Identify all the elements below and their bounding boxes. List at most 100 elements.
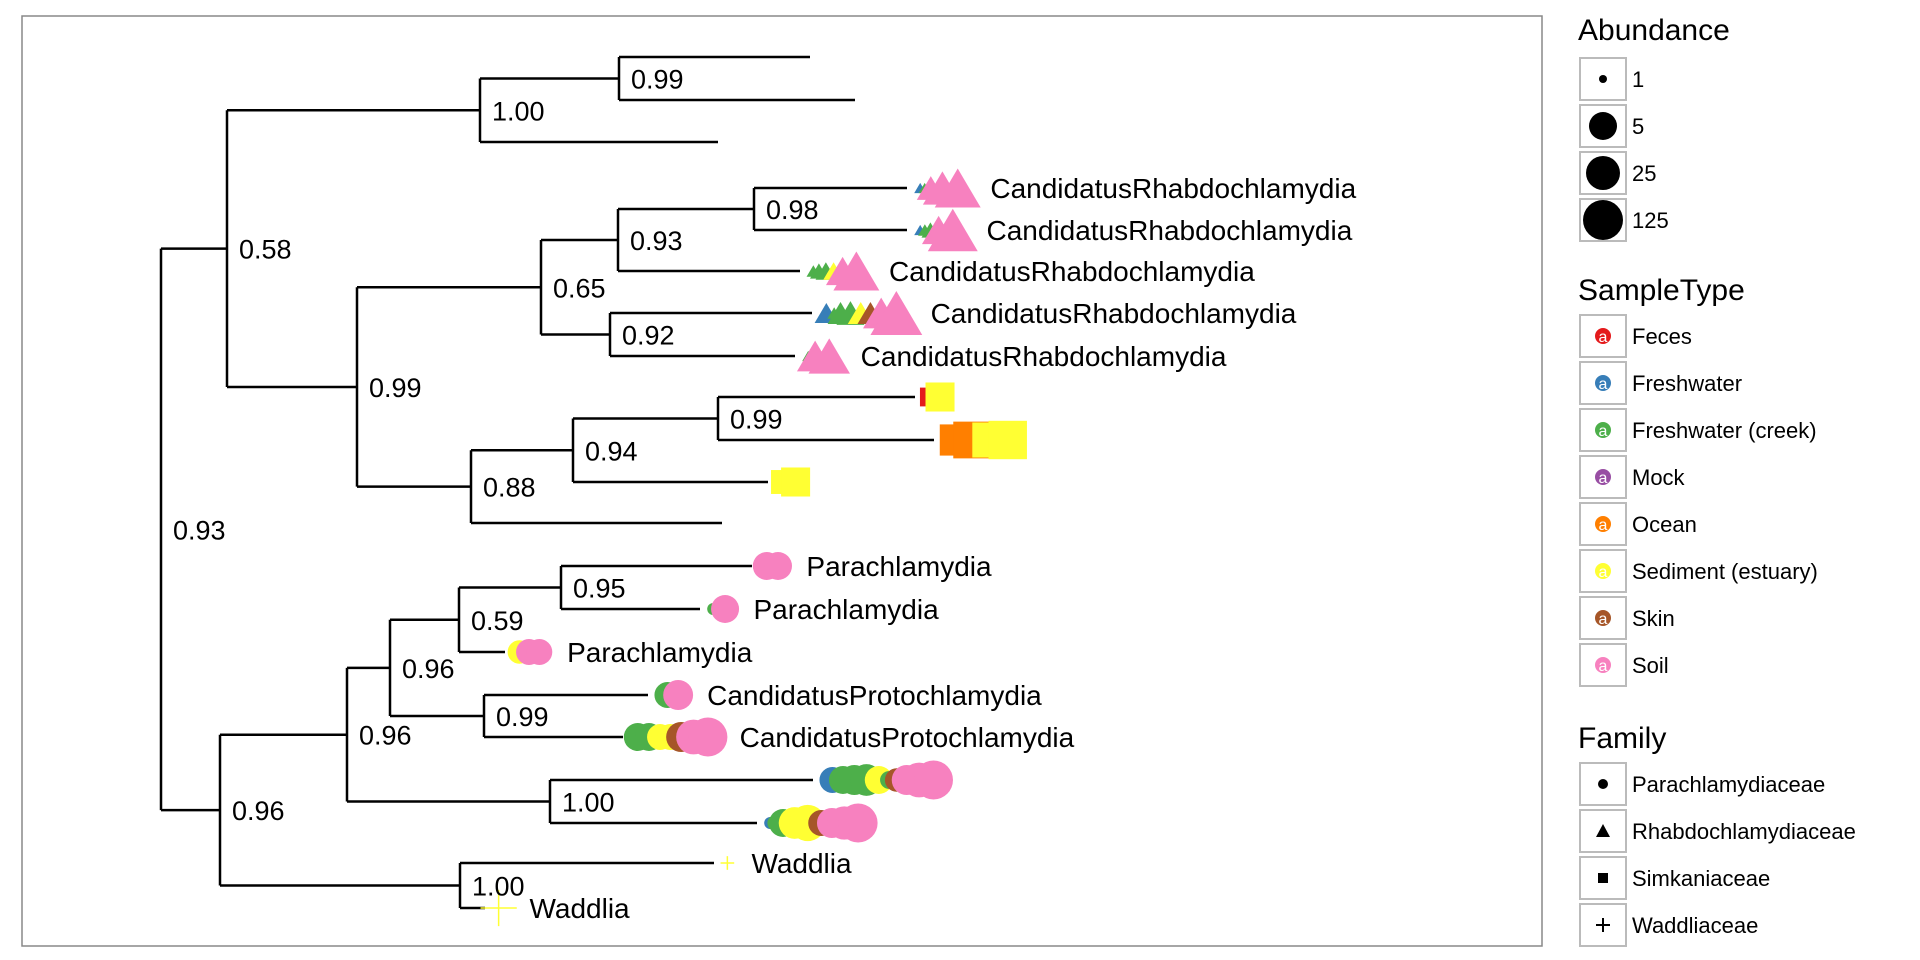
legend-sampletype-swatch (1595, 375, 1611, 391)
tip-label: Waddlia (530, 893, 631, 924)
legend-key-box (1579, 856, 1627, 900)
legend-family-circle (1598, 779, 1608, 789)
abundance-point-triangle (927, 208, 978, 252)
legend-sampletype-swatch (1595, 516, 1611, 532)
abundance-point-triangle (808, 338, 850, 374)
abundance-point-triangle (934, 168, 981, 208)
legend-family-label: Rhabdochlamydiaceae (1632, 819, 1856, 844)
legend-abundance-keys: 1 5 25 125 (1579, 57, 1669, 242)
abundance-point-square (781, 467, 811, 497)
legend-abundance-label: 5 (1632, 114, 1644, 139)
plot-panel-border (21, 15, 1543, 947)
legend-sampletype-label: Ocean (1632, 512, 1697, 537)
tip-label: CandidatusRhabdochlamydia (931, 298, 1297, 329)
abundance-point-triangle (833, 251, 880, 291)
legend-family-square (1598, 873, 1608, 883)
support-value: 0.94 (585, 436, 638, 466)
tip-label: Parachlamydia (753, 594, 939, 625)
abundance-point-circle (526, 639, 553, 665)
support-value: 0.99 (369, 373, 422, 403)
legend-sampletype-glyph: a (1599, 564, 1608, 581)
legend-sampletype-swatch (1595, 469, 1611, 485)
abundance-point-circle (663, 680, 694, 710)
legend-title-abundance: Abundance (1578, 14, 1730, 47)
tip-label: Parachlamydia (567, 637, 753, 668)
support-value: 0.92 (622, 321, 675, 351)
legend-sampletype-glyph: a (1599, 423, 1608, 440)
legend-sampletype-label: Soil (1632, 653, 1669, 678)
legend-key-box (1579, 455, 1627, 499)
support-value: 0.59 (471, 606, 524, 636)
support-value: 0.99 (631, 65, 684, 95)
legend-sampletype-label: Feces (1632, 324, 1692, 349)
legend-family-label: Waddliaceae (1632, 913, 1758, 938)
legend-sampletype-keys: a Feces a Freshwater a Freshwater (creek) a Moc… (1579, 314, 1818, 687)
support-value: 0.93 (173, 515, 226, 545)
legend-abundance-circle (1583, 200, 1623, 240)
tip-label: CandidatusRhabdochlamydia (990, 173, 1356, 204)
support-value: 0.96 (402, 654, 455, 684)
legend-abundance-circle (1589, 112, 1617, 140)
legend-key-box (1579, 57, 1627, 101)
support-value: 0.96 (232, 796, 285, 826)
tip-points (480, 168, 1027, 927)
tip-label: Parachlamydia (806, 551, 992, 582)
abundance-point-circle (764, 552, 792, 580)
legend-title-sampletype: SampleType (1578, 274, 1745, 307)
legend-sampletype-label: Skin (1632, 606, 1675, 631)
tip-label: CandidatusRhabdochlamydia (861, 341, 1227, 372)
support-value: 0.65 (553, 273, 606, 303)
abundance-point-circle (711, 595, 740, 623)
legend-sampletype-swatch (1595, 422, 1611, 438)
tree-edges (159, 55, 934, 910)
support-value: 0.95 (573, 574, 626, 604)
tip-label: CandidatusProtochlamydia (707, 680, 1042, 711)
support-value: 0.58 (239, 235, 292, 265)
support-value: 0.98 (766, 195, 819, 225)
legend-sampletype-label: Mock (1632, 465, 1686, 490)
legend-sampletype-swatch (1595, 328, 1611, 344)
legend-family-label: Simkaniaceae (1632, 866, 1770, 891)
legend-sampletype-swatch (1595, 563, 1611, 579)
abundance-point-square (925, 382, 955, 412)
support-values: 0.99 1.00 0.58 0.98 0.93 0.65 0.92 0.99 0.99 0.94… (173, 65, 819, 902)
legend-abundance-circle (1586, 156, 1620, 190)
abundance-point-square (988, 420, 1027, 460)
support-value: 1.00 (492, 96, 545, 126)
legend-sampletype-glyph: a (1599, 470, 1608, 487)
legend: Abundance 1 5 25 125 SampleType a Feces a Fres… (1578, 14, 1856, 947)
support-value: 0.99 (730, 405, 783, 435)
support-value: 1.00 (562, 788, 615, 818)
tip-label: CandidatusRhabdochlamydia (987, 215, 1353, 246)
legend-abundance-label: 1 (1632, 67, 1644, 92)
abundance-point-circle (914, 760, 953, 800)
legend-abundance-circle (1599, 75, 1607, 83)
legend-abundance-label: 25 (1632, 161, 1656, 186)
abundance-point-triangle (870, 290, 923, 336)
legend-sampletype-label: Freshwater (1632, 371, 1742, 396)
legend-title-family: Family (1578, 722, 1666, 755)
legend-sampletype-glyph: a (1599, 517, 1608, 534)
legend-sampletype-glyph: a (1599, 658, 1608, 675)
support-value: 0.88 (483, 473, 536, 503)
legend-sampletype-glyph: a (1599, 611, 1608, 628)
legend-sampletype-swatch (1595, 610, 1611, 626)
legend-family-label: Parachlamydiaceae (1632, 772, 1825, 797)
legend-family-keys: Parachlamydiaceae Rhabdochlamydiaceae Simk… (1579, 762, 1856, 947)
support-value: 0.99 (496, 702, 549, 732)
tip-label: CandidatusRhabdochlamydia (889, 256, 1255, 287)
legend-sampletype-glyph: a (1599, 376, 1608, 393)
support-value: 1.00 (472, 872, 525, 902)
tip-labels: CandidatusRhabdochlamydia CandidatusRhabd… (530, 173, 1357, 924)
legend-abundance-label: 125 (1632, 208, 1669, 233)
legend-sampletype-label: Freshwater (creek) (1632, 418, 1817, 443)
legend-sampletype-label: Sediment (estuary) (1632, 559, 1818, 584)
support-value: 0.93 (630, 226, 683, 256)
tip-label: Waddlia (751, 848, 852, 879)
legend-sampletype-glyph: a (1599, 329, 1608, 346)
support-value: 0.96 (359, 721, 412, 751)
abundance-point-circle (838, 803, 878, 843)
tip-label: CandidatusProtochlamydia (740, 722, 1075, 753)
abundance-point-circle (688, 717, 728, 757)
